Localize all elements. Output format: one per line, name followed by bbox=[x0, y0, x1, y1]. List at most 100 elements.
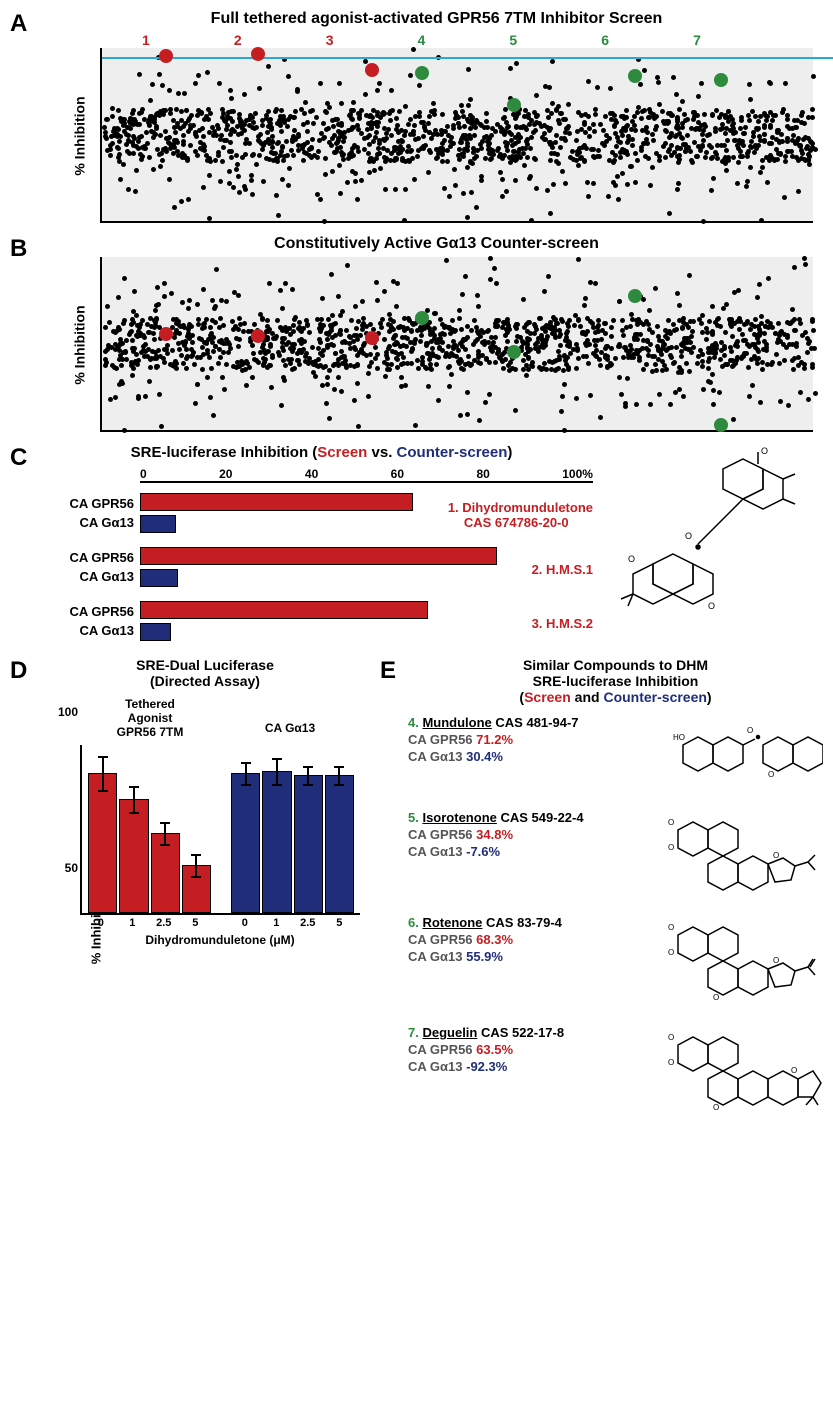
ga-label: CA Gα13 bbox=[408, 749, 462, 764]
svg-text:O: O bbox=[668, 1033, 674, 1042]
svg-text:O: O bbox=[708, 601, 715, 611]
panel-c: C SRE-luciferase Inhibition (Screen vs. … bbox=[10, 444, 823, 645]
svg-text:O: O bbox=[668, 923, 674, 932]
molecule-icon: O O O O bbox=[663, 915, 823, 1015]
bar bbox=[231, 773, 260, 913]
bar-group: CA GPR56 CA Gα13 3. H.M.S.2 bbox=[50, 601, 593, 645]
bar-label-ga: CA Gα13 bbox=[50, 515, 134, 530]
red-marker bbox=[365, 63, 379, 77]
bar-gpr bbox=[140, 601, 428, 619]
panel-d-xlabel: Dihydromunduletone (μM) bbox=[80, 933, 360, 947]
compound-name: 4. Mundulone CAS 481-94-7 bbox=[408, 715, 663, 730]
bar-ga bbox=[140, 569, 178, 587]
green-marker bbox=[415, 66, 429, 80]
ga-value: 55.9% bbox=[466, 949, 503, 964]
bar-label-gpr: CA GPR56 bbox=[50, 496, 134, 511]
bar-gpr bbox=[140, 547, 497, 565]
panel-a-scatter: 90% bbox=[100, 48, 813, 223]
bar-label-gpr: CA GPR56 bbox=[50, 550, 134, 565]
bar bbox=[119, 799, 148, 913]
gpr-value: 71.2% bbox=[476, 732, 513, 747]
svg-text:O: O bbox=[628, 554, 635, 564]
panel-b-scatter bbox=[100, 257, 813, 432]
svg-text:O: O bbox=[685, 531, 692, 541]
gpr-label: CA GPR56 bbox=[408, 827, 473, 842]
compound-row: 5. Isorotenone CAS 549-22-4 CA GPR56 34.… bbox=[408, 810, 823, 905]
bar-label-ga: CA Gα13 bbox=[50, 623, 134, 638]
bar-group: CA GPR56 CA Gα13 1. DihydromunduletoneCA… bbox=[50, 493, 593, 537]
gpr-value: 34.8% bbox=[476, 827, 513, 842]
svg-text:O: O bbox=[668, 948, 674, 957]
bar bbox=[262, 771, 291, 913]
svg-text:O: O bbox=[668, 818, 674, 827]
svg-text:O: O bbox=[713, 993, 719, 1002]
panel-a-marker-numbers: 1 2 3 4 5 6 7 bbox=[50, 32, 823, 48]
compound-row: 6. Rotenone CAS 83-79-4 CA GPR56 68.3% C… bbox=[408, 915, 823, 1015]
compound-name: 7. Deguelin CAS 522-17-8 bbox=[408, 1025, 663, 1040]
green-marker bbox=[628, 289, 642, 303]
molecule-icon: O O O O bbox=[663, 1025, 823, 1125]
panel-a-ylabel: % Inhibition bbox=[72, 96, 88, 175]
green-marker bbox=[714, 418, 728, 432]
molecule-icon: HOOO bbox=[663, 715, 823, 800]
gpr-label: CA GPR56 bbox=[408, 932, 473, 947]
panel-e-label: E bbox=[380, 657, 396, 685]
gpr-label: CA GPR56 bbox=[408, 732, 473, 747]
panel-d-bars bbox=[80, 745, 360, 915]
threshold-line bbox=[102, 57, 833, 59]
panel-d-title: SRE-Dual Luciferase(Directed Assay) bbox=[40, 657, 370, 689]
svg-text:O: O bbox=[713, 1103, 719, 1112]
panel-c-axis: 0 20 40 60 80 100% bbox=[140, 467, 593, 483]
compound-label: 3. H.M.S.2 bbox=[532, 616, 593, 631]
panel-a-title: Full tethered agonist-activated GPR56 7T… bbox=[50, 10, 823, 28]
compound-row: 7. Deguelin CAS 522-17-8 CA GPR56 63.5% … bbox=[408, 1025, 823, 1125]
panel-d-xticks: 0 1 2.5 5 0 1 2.5 5 bbox=[80, 917, 360, 929]
molecule-icon: O O O bbox=[663, 810, 823, 905]
red-marker bbox=[159, 49, 173, 63]
compound-name: 5. Isorotenone CAS 549-22-4 bbox=[408, 810, 663, 825]
bar-label-ga: CA Gα13 bbox=[50, 569, 134, 584]
panel-a-label: A bbox=[10, 10, 27, 38]
bar bbox=[88, 773, 117, 913]
compound-name: 6. Rotenone CAS 83-79-4 bbox=[408, 915, 663, 930]
panel-b: B Constitutively Active Gα13 Counter-scr… bbox=[10, 235, 823, 432]
red-marker bbox=[365, 331, 379, 345]
bar-gpr bbox=[140, 493, 413, 511]
ga-label: CA Gα13 bbox=[408, 1059, 462, 1074]
compound-label: 2. H.M.S.1 bbox=[532, 562, 593, 577]
bar bbox=[182, 865, 211, 913]
ga-value: 30.4% bbox=[466, 749, 503, 764]
ga-value: -7.6% bbox=[466, 844, 500, 859]
group1-label: TetheredAgonistGPR56 7TM bbox=[87, 697, 213, 739]
svg-text:O: O bbox=[773, 956, 779, 965]
red-marker bbox=[251, 47, 265, 61]
bar bbox=[151, 833, 180, 913]
green-marker bbox=[507, 345, 521, 359]
gpr-value: 63.5% bbox=[476, 1042, 513, 1057]
bar-label-gpr: CA GPR56 bbox=[50, 604, 134, 619]
panel-b-ylabel: % Inhibition bbox=[72, 305, 88, 384]
panel-b-title: Constitutively Active Gα13 Counter-scree… bbox=[50, 235, 823, 253]
molecule-icon: O O O O bbox=[613, 444, 823, 624]
bar bbox=[294, 775, 323, 913]
dhm-structure: O O O O bbox=[613, 444, 823, 629]
bar bbox=[325, 775, 354, 913]
panel-a: A Full tethered agonist-activated GPR56 … bbox=[10, 10, 823, 223]
svg-text:O: O bbox=[791, 1066, 797, 1075]
panel-d: D SRE-Dual Luciferase(Directed Assay) % … bbox=[10, 657, 370, 1135]
group2-label: CA Gα13 bbox=[227, 697, 353, 739]
svg-text:O: O bbox=[773, 851, 779, 860]
svg-text:O: O bbox=[668, 843, 674, 852]
compound-label: 1. DihydromunduletoneCAS 674786-20-0 bbox=[448, 500, 593, 530]
svg-text:O: O bbox=[747, 726, 753, 735]
compound-row: 4. Mundulone CAS 481-94-7 CA GPR56 71.2%… bbox=[408, 715, 823, 800]
red-marker bbox=[159, 327, 173, 341]
ga-label: CA Gα13 bbox=[408, 949, 462, 964]
panel-d-label: D bbox=[10, 657, 27, 685]
svg-text:HO: HO bbox=[673, 733, 685, 742]
green-marker bbox=[714, 73, 728, 87]
panel-d-yticks: 100 50 bbox=[58, 705, 78, 875]
panel-c-title: SRE-luciferase Inhibition (Screen vs. Co… bbox=[50, 444, 593, 461]
ga-value: -92.3% bbox=[466, 1059, 507, 1074]
svg-text:O: O bbox=[668, 1058, 674, 1067]
